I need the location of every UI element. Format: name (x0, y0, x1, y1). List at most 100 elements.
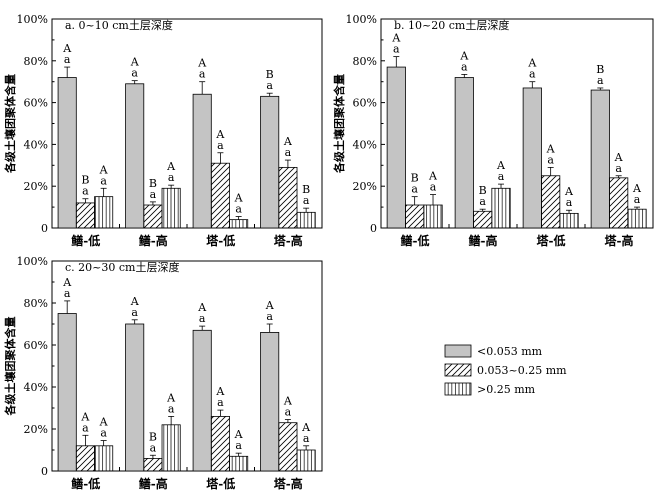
sig-letter-upper: B (596, 63, 604, 76)
sig-letter-upper: A (166, 160, 176, 173)
bar-middle (210, 415, 230, 472)
bar-fine (590, 89, 610, 229)
bar-coarse (296, 449, 316, 472)
sig-letter-lower: a (529, 68, 536, 81)
panel-title: a. 0~10 cm土层深度 (65, 18, 173, 32)
sig-letter-upper: A (496, 159, 506, 172)
sig-letter-lower: a (547, 153, 554, 166)
sig-letter-lower: a (285, 406, 292, 419)
sig-letter-lower: a (266, 310, 273, 323)
sig-letter-upper: B (266, 68, 274, 81)
sig-letter-lower: a (64, 287, 71, 300)
y-axis-label: 各级土壤团聚体含量 (3, 74, 17, 174)
sig-letter-upper: B (479, 184, 487, 197)
y-tick-label: 60% (24, 97, 48, 110)
x-category-label: 鳝-高 (469, 233, 498, 248)
sig-letter-upper: A (428, 170, 438, 183)
x-category-label: 塔-高 (605, 233, 634, 248)
y-tick-label: 100% (346, 13, 377, 26)
sig-letter-upper: A (527, 57, 537, 70)
legend-swatch-fine (444, 344, 472, 358)
sig-letter-lower: a (303, 432, 310, 445)
sig-letter-lower: a (266, 79, 273, 92)
sig-letter-lower: a (566, 196, 573, 209)
y-tick-label: 20% (24, 180, 48, 193)
x-category-label: 鳝-低 (71, 233, 100, 248)
bar-fine (125, 83, 145, 229)
sig-letter-upper: A (459, 49, 469, 62)
sig-letter-upper: A (391, 32, 401, 45)
y-tick-label: 60% (24, 339, 48, 352)
legend-label-coarse: >0.25 mm (477, 383, 536, 396)
y-tick-label: 40% (353, 138, 377, 151)
sig-letter-lower: a (303, 194, 310, 207)
sig-letter-upper: B (149, 430, 157, 443)
sig-letter-upper: A (197, 57, 207, 70)
sig-letter-upper: A (283, 135, 293, 148)
sig-letter-upper: A (130, 56, 140, 69)
sig-letter-lower: a (82, 421, 89, 434)
x-category-label: 鳝-低 (71, 476, 100, 491)
sig-letter-lower: a (461, 60, 468, 73)
bar-fine (192, 329, 212, 472)
bar-coarse (94, 445, 114, 472)
bar-coarse (94, 196, 114, 229)
sig-letter-upper: A (234, 192, 244, 205)
y-axis-label: 各级土壤团聚体含量 (332, 74, 346, 174)
sig-letter-lower: a (150, 441, 157, 454)
sig-letter-upper: A (215, 128, 225, 141)
legend: <0.053 mm 0.053~0.25 mm >0.25 mm (444, 344, 567, 396)
sig-letter-upper: A (546, 142, 556, 155)
bar-fine (192, 93, 212, 229)
sig-letter-upper: B (411, 172, 419, 185)
bar-fine (260, 95, 280, 229)
bar-coarse (491, 187, 511, 229)
panel-b: 0 20% 40% 60% 80% 100% b. 10~20 cm土层深度各级土壤团聚体含… (332, 13, 654, 248)
sig-letter-lower: a (430, 181, 437, 194)
y-tick-label: 0 (41, 465, 48, 478)
bar-middle (473, 210, 493, 229)
bar-coarse (627, 208, 647, 229)
sig-letter-lower: a (100, 174, 107, 187)
legend-label-middle: 0.053~0.25 mm (477, 364, 567, 377)
sig-letter-lower: a (217, 396, 224, 409)
y-axis-label: 各级土壤团聚体含量 (3, 317, 17, 417)
bar-middle (541, 175, 561, 229)
sig-letter-upper: A (166, 391, 176, 404)
bar-middle (75, 445, 95, 472)
y-tick-label: 0 (370, 222, 377, 235)
sig-letter-lower: a (217, 139, 224, 152)
sig-letter-lower: a (597, 74, 604, 87)
y-tick-label: 80% (353, 55, 377, 68)
y-tick-label: 100% (17, 13, 48, 26)
sig-letter-lower: a (168, 402, 175, 415)
bar-coarse (161, 187, 181, 229)
sig-letter-upper: A (62, 276, 72, 289)
sig-letter-lower: a (498, 170, 505, 183)
sig-letter-lower: a (285, 146, 292, 159)
x-category-label: 鳝-高 (139, 476, 168, 491)
sig-letter-lower: a (615, 162, 622, 175)
x-category-label: 塔-低 (206, 233, 235, 248)
x-category-label: 塔-高 (274, 233, 303, 248)
sig-letter-upper: A (99, 163, 109, 176)
x-category-label: 塔-低 (206, 476, 235, 491)
y-tick-label: 0 (41, 222, 48, 235)
bar-fine (454, 77, 474, 229)
bar-coarse (229, 455, 249, 472)
bar-coarse (229, 219, 249, 229)
bar-middle (609, 177, 629, 229)
sig-letter-upper: B (302, 183, 310, 196)
bar-coarse (559, 212, 579, 229)
panel-title: c. 20~30 cm土层深度 (65, 260, 179, 274)
x-category-label: 鳝-低 (401, 233, 430, 248)
sig-letter-upper: A (283, 395, 293, 408)
sig-letter-lower: a (131, 306, 138, 319)
sig-letter-lower: a (479, 195, 486, 208)
sig-letter-lower: a (100, 427, 107, 440)
y-tick-label: 40% (24, 381, 48, 394)
y-tick-label: 80% (24, 297, 48, 310)
sig-letter-lower: a (634, 193, 641, 206)
sig-letter-upper: A (99, 416, 109, 429)
